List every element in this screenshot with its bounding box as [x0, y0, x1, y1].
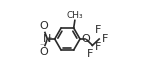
Text: +: +: [46, 35, 52, 40]
Text: ⁻: ⁻: [39, 42, 44, 51]
Text: F: F: [87, 49, 93, 59]
Text: CH₃: CH₃: [67, 11, 83, 20]
Text: F: F: [95, 42, 102, 52]
Text: N: N: [43, 34, 51, 44]
Text: O: O: [40, 21, 48, 31]
Text: O: O: [81, 34, 90, 44]
Text: F: F: [95, 25, 102, 35]
Text: O: O: [40, 47, 49, 57]
Text: F: F: [102, 34, 108, 44]
